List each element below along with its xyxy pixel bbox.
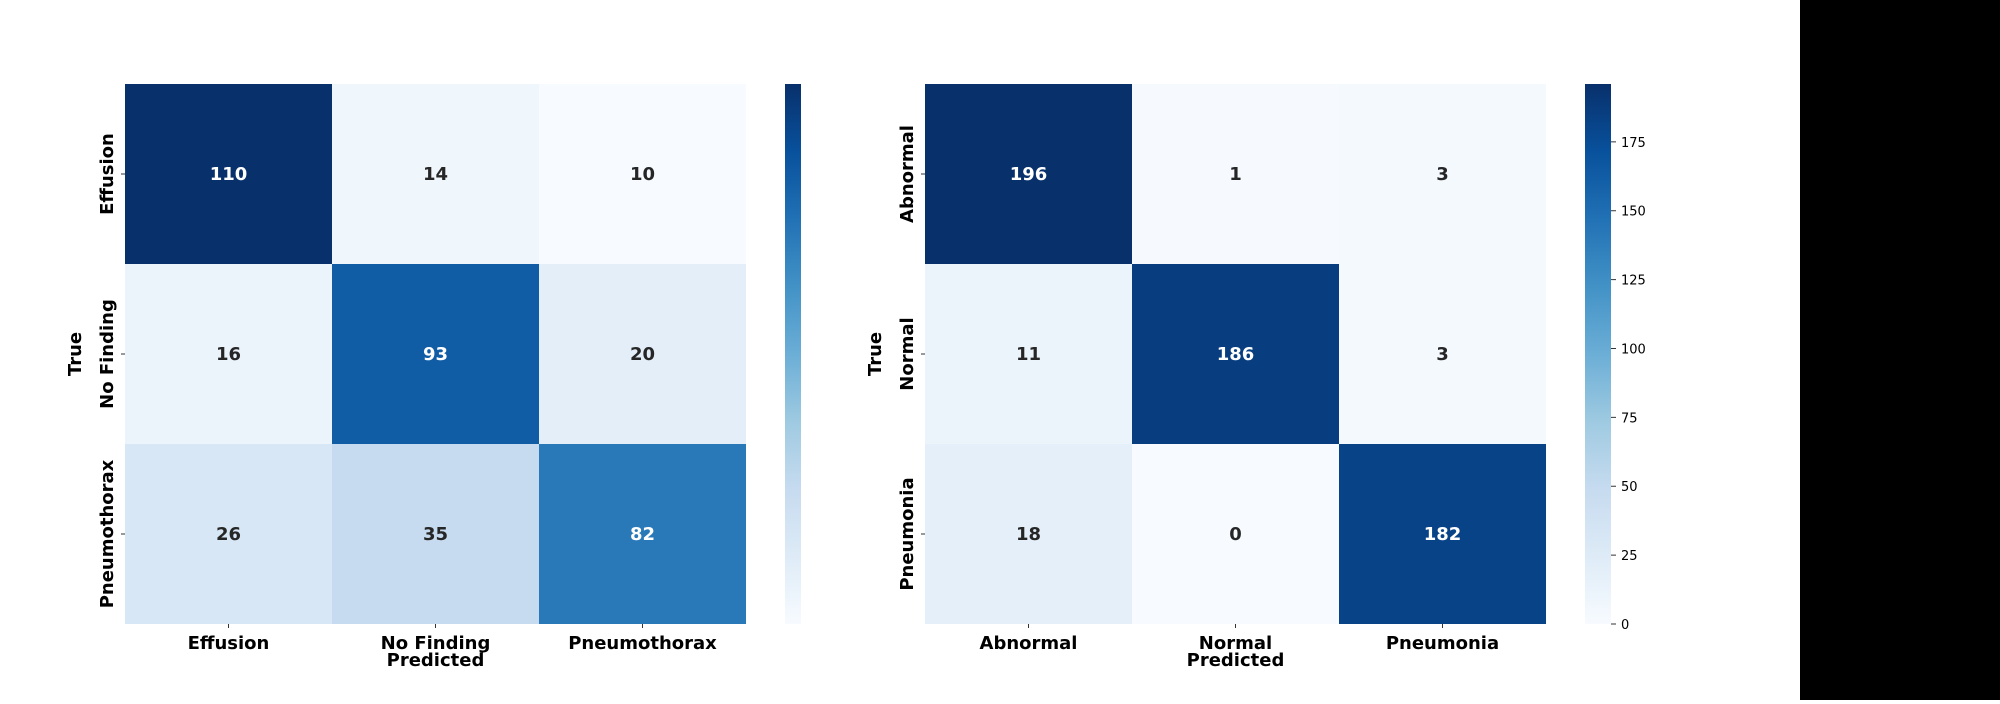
right-colorbar-tick-50: 50 — [1621, 480, 1638, 495]
left-cell-r2-c0 — [125, 444, 332, 624]
right-colorbar-tick-125: 125 — [1621, 274, 1646, 289]
right-colorbar-tick-175: 175 — [1621, 136, 1646, 151]
right-heatmap-panel: 196 1 3 11 186 3 18 0 182 Abnormal Normal Pneumonia… — [865, 84, 1646, 671]
right-x-tick-abnormal: Abnormal — [980, 633, 1078, 654]
left-cell-r1-c1 — [332, 264, 539, 444]
left-x-tick-no-finding: No Finding — [381, 633, 491, 654]
right-colorbar-tick-0: 0 — [1621, 618, 1629, 633]
left-x-tick-effusion: Effusion — [188, 633, 270, 654]
left-cell-value-r2-c2: 82 — [630, 524, 655, 545]
left-heatmap-panel: 110 14 10 16 93 20 26 35 82 Effusion No Finding Pne… — [65, 84, 801, 671]
left-colorbar — [785, 84, 801, 624]
left-cell-r0-c2 — [539, 84, 746, 264]
left-cell-value-r0-c1: 14 — [423, 164, 448, 185]
right-y-tick-pneumonia: Pneumonia — [897, 477, 918, 590]
right-colorbar — [1585, 84, 1611, 624]
left-cell-value-r1-c2: 20 — [630, 344, 655, 365]
left-x-axis-label: Predicted — [387, 650, 485, 671]
right-x-tick-normal: Normal — [1199, 633, 1272, 654]
left-cell-value-r2-c1: 35 — [423, 524, 448, 545]
black-side-pane — [1800, 0, 2000, 700]
right-y-axis-label: True — [865, 332, 886, 376]
left-cell-value-r0-c2: 10 — [630, 164, 655, 185]
right-cell-r1-c2 — [1339, 264, 1546, 444]
left-y-tick-effusion: Effusion — [97, 133, 118, 215]
left-cell-r2-c1 — [332, 444, 539, 624]
right-cell-value-r1-c2: 3 — [1436, 344, 1449, 365]
right-cell-value-r2-c2: 182 — [1424, 524, 1462, 545]
right-y-tick-abnormal: Abnormal — [897, 125, 918, 223]
left-cell-value-r0-c0: 110 — [210, 164, 248, 185]
right-cell-value-r1-c0: 11 — [1016, 344, 1041, 365]
right-cell-value-r2-c0: 18 — [1016, 524, 1041, 545]
right-cell-value-r0-c1: 1 — [1229, 164, 1242, 185]
right-cell-r0-c1 — [1132, 84, 1339, 264]
right-colorbar-tick-150: 150 — [1621, 205, 1646, 220]
left-cell-value-r2-c0: 26 — [216, 524, 241, 545]
left-cell-r0-c1 — [332, 84, 539, 264]
right-colorbar-tick-25: 25 — [1621, 549, 1638, 564]
left-cell-r1-c2 — [539, 264, 746, 444]
left-y-tick-no-finding: No Finding — [97, 299, 118, 409]
right-colorbar-tick-75: 75 — [1621, 411, 1638, 426]
left-y-axis-label: True — [65, 332, 86, 376]
left-cell-value-r1-c1: 93 — [423, 344, 448, 365]
left-cell-r1-c0 — [125, 264, 332, 444]
right-cell-value-r0-c0: 196 — [1010, 164, 1048, 185]
left-cell-r2-c2 — [539, 444, 746, 624]
right-cell-r1-c1 — [1132, 264, 1339, 444]
right-x-axis-label: Predicted — [1187, 650, 1285, 671]
right-y-tick-normal: Normal — [897, 317, 918, 390]
left-y-tick-pneumothorax: Pneumothorax — [97, 459, 118, 608]
right-cell-r2-c1 — [1132, 444, 1339, 624]
right-cell-value-r1-c1: 186 — [1217, 344, 1255, 365]
right-cell-r0-c0 — [925, 84, 1132, 264]
right-cell-r2-c2 — [1339, 444, 1546, 624]
right-cell-r0-c2 — [1339, 84, 1546, 264]
right-cell-value-r0-c2: 3 — [1436, 164, 1449, 185]
right-x-tick-pneumonia: Pneumonia — [1386, 633, 1499, 654]
left-cell-r0-c0 — [125, 84, 332, 264]
right-cell-value-r2-c1: 0 — [1229, 524, 1242, 545]
left-cell-value-r1-c0: 16 — [216, 344, 241, 365]
right-colorbar-tick-100: 100 — [1621, 342, 1646, 357]
right-cell-r1-c0 — [925, 264, 1132, 444]
right-cell-r2-c0 — [925, 444, 1132, 624]
left-x-tick-pneumothorax: Pneumothorax — [568, 633, 717, 654]
